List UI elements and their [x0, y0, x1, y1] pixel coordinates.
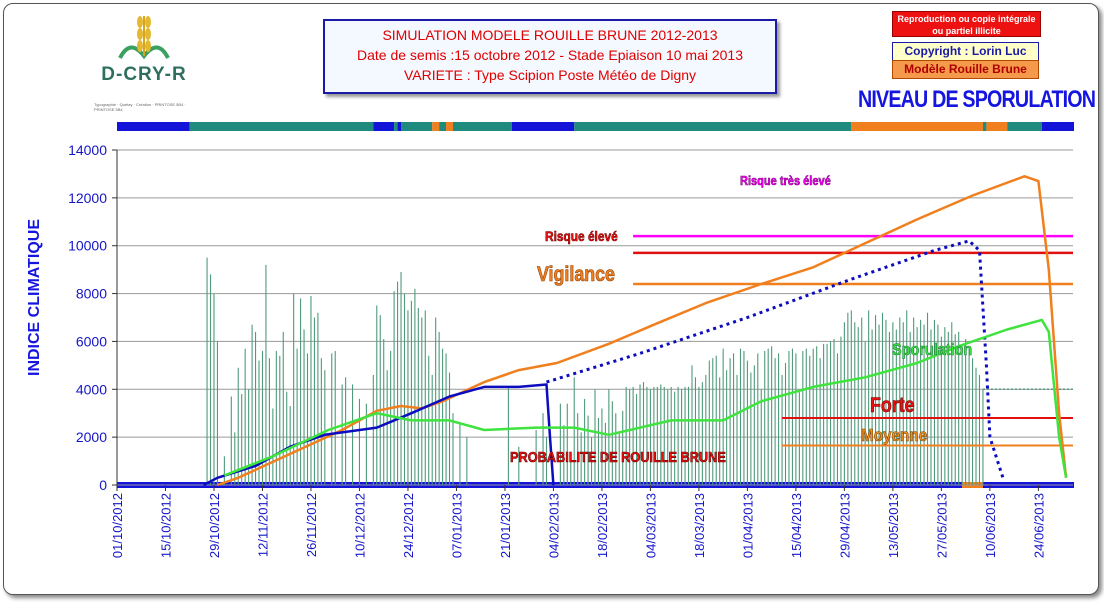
chart-annotations: Risque très élevé Risque élevé Vigilance Fo…	[510, 173, 973, 466]
x-tick-label: 10/06/2013	[983, 493, 998, 558]
x-tick-label: 29/10/2012	[207, 493, 222, 558]
x-tick-label: 15/04/2013	[789, 493, 804, 558]
series-line	[203, 383, 555, 487]
annotation-label: Moyenne	[861, 425, 927, 445]
x-tick-label: 07/01/2013	[449, 493, 464, 558]
status-segment-top	[446, 122, 453, 131]
status-segment-top	[397, 122, 402, 131]
status-segment-top	[189, 122, 374, 131]
axes: 0 2000 4000 6000 8000 10000 12000 14000 01/10/20…	[68, 142, 1046, 558]
x-tick-label: 04/03/2013	[643, 493, 658, 558]
x-tick-label: 24/06/2013	[1031, 493, 1046, 558]
logo: D-CRY-R Typographie · Quétay · Création …	[90, 8, 198, 120]
y-tick-label: 12000	[68, 190, 107, 206]
x-tick-label: 13/05/2013	[886, 493, 901, 558]
status-segment-top	[986, 122, 1008, 131]
status-segment-top	[1041, 122, 1074, 131]
title-line-3: VARIETE : Type Scipion Poste Météo de Di…	[403, 67, 697, 83]
x-tick-label: 01/04/2013	[740, 493, 755, 558]
status-segment-top	[982, 122, 987, 131]
annotation-label: Risque élevé	[545, 228, 618, 244]
title-box: SIMULATION MODELE ROUILLE BRUNE 2012-201…	[323, 19, 777, 94]
threshold-lines	[633, 234, 1073, 447]
status-segment-top	[394, 122, 398, 131]
annotation-label: Sporulation	[892, 341, 972, 359]
status-segment-top	[1007, 122, 1042, 131]
y-tick-label: 0	[99, 477, 107, 493]
y-tick-label: 10000	[68, 238, 107, 254]
modele-label: Modèle Rouille Brune	[892, 60, 1039, 79]
y-tick-label: 8000	[76, 286, 107, 302]
y-tick-label: 2000	[76, 429, 107, 445]
x-tick-label: 01/10/2012	[110, 493, 125, 558]
annotation-label: PROBABILITE DE ROUILLE BRUNE	[510, 448, 726, 465]
logo-small-text: Typographie · Quétay · Création · PRINTO…	[94, 102, 186, 112]
annotation-label: Risque très élevé	[740, 173, 831, 188]
sporulation-heading: NIVEAU DE SPORULATION	[858, 86, 1096, 113]
reproduction-notice: Reproduction ou copie intégrale ou parti…	[892, 11, 1041, 37]
series-line	[223, 318, 1068, 479]
y-tick-label: 4000	[76, 381, 107, 397]
x-tick-label: 29/04/2013	[837, 493, 852, 558]
copyright-label: Copyright : Lorin Luc	[892, 42, 1039, 61]
x-tick-label: 24/12/2012	[401, 493, 416, 558]
x-tick-label: 18/02/2013	[595, 493, 610, 558]
status-segment-top	[401, 122, 433, 131]
status-segment-top	[432, 122, 440, 131]
series-lines	[203, 175, 1068, 487]
status-segment-top	[439, 122, 447, 131]
x-tick-label: 21/01/2013	[498, 493, 513, 558]
x-tick-label: 12/11/2012	[255, 493, 270, 557]
x-tick-label: 15/10/2012	[158, 493, 173, 558]
title-line-1: SIMULATION MODELE ROUILLE BRUNE 2012-201…	[382, 27, 718, 43]
logo-name: D-CRY-R	[101, 64, 187, 85]
x-tick-label: 26/11/2012	[304, 493, 319, 557]
series-line	[216, 175, 1068, 487]
annotation-label: Forte	[870, 394, 915, 418]
status-segment-top	[117, 122, 190, 131]
x-tick-label: 27/05/2013	[934, 493, 949, 558]
status-segment-top	[373, 122, 395, 131]
y-tick-label: 6000	[76, 333, 107, 349]
title-line-2: Date de semis :15 octobre 2012 - Stade E…	[356, 47, 744, 63]
series-line	[546, 239, 1006, 481]
x-tick-label: 04/02/2013	[546, 493, 561, 558]
wheat-hands-icon	[118, 16, 170, 60]
status-segment-top	[511, 122, 575, 131]
y-tick-label: 14000	[68, 142, 107, 158]
status-segment-top	[851, 122, 983, 131]
status-segment-top	[574, 122, 852, 131]
x-tick-label: 18/03/2013	[692, 493, 707, 558]
annotation-label: Vigilance	[537, 263, 615, 287]
x-tick-label: 10/12/2012	[352, 493, 367, 558]
status-segment-top	[452, 122, 512, 131]
